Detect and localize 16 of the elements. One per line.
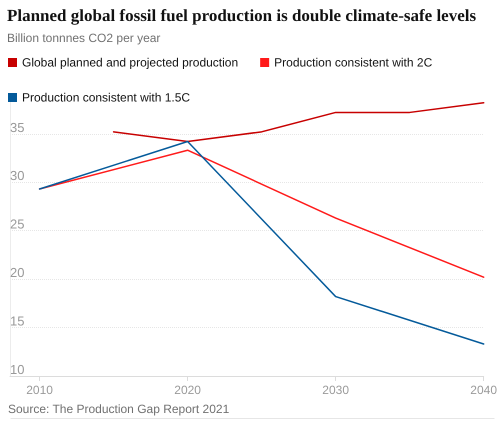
source-note: Source: The Production Gap Report 2021 [8,402,230,416]
legend-label: Production consistent with 2C [274,56,433,70]
x-tick-label: 2020 [174,383,202,397]
y-tick-label: 30 [10,168,24,184]
legend-label: Global planned and projected production [22,56,238,70]
chart-subtitle: Billion tonnnes CO2 per year [7,31,160,45]
y-tick-label: 10 [10,362,24,377]
x-tick-label: 2010 [26,383,54,397]
y-tick-label: 35 [10,120,24,135]
y-tick-label: 25 [10,216,24,232]
x-tick-label: 2040 [470,383,498,397]
chart-title: Planned global fossil fuel production is double climate-safe levels [7,6,476,25]
y-tick-label: 20 [10,265,24,280]
legend-label: Production consistent with 1.5C [22,90,190,104]
x-tick-label: 2030 [322,383,350,397]
y-tick-label: 15 [10,314,24,329]
